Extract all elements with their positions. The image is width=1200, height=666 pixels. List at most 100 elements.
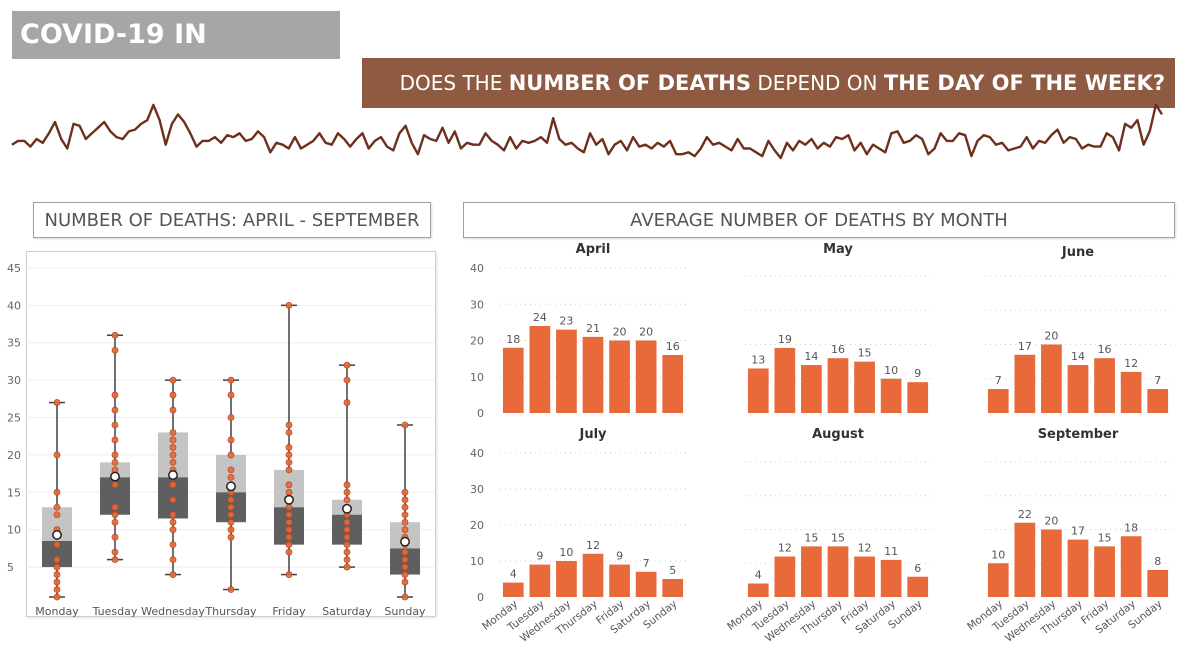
bar-value-label: 10 [884, 364, 898, 377]
boxplot-data-point [285, 429, 293, 436]
boxplot-data-point [111, 511, 119, 519]
boxplot-data-point [169, 481, 177, 489]
boxplot-data-point [227, 451, 235, 459]
boxplot-category-label: Wednesday [141, 605, 205, 618]
bar-value-label: 20 [1044, 515, 1058, 528]
boxplot-ytick-label: 30 [7, 374, 21, 387]
boxplot-data-point [227, 376, 235, 384]
boxplot-data-point [111, 533, 119, 541]
boxplot-data-point [53, 593, 61, 601]
boxplot-data-point [401, 496, 409, 504]
bar-value-label: 13 [751, 353, 765, 366]
boxplot-mean-marker [284, 494, 294, 505]
boxplot-data-point [227, 466, 235, 474]
boxplot-data-point [111, 436, 119, 444]
bar-value-label: 16 [831, 343, 845, 356]
boxplot-data-point [401, 526, 409, 534]
bar-ytick-label: 20 [470, 519, 484, 532]
boxplot-data-point [169, 444, 177, 451]
boxplot-mean-marker [168, 470, 178, 481]
bar-value-label: 5 [669, 564, 676, 577]
bar-ytick-label: 20 [470, 335, 484, 348]
boxplot-data-point [285, 466, 293, 474]
bar [747, 583, 769, 597]
bar [1120, 536, 1142, 597]
boxplot-data-point [285, 301, 293, 309]
bar-chart-title: May [823, 242, 853, 257]
bar [1067, 365, 1089, 413]
boxplot-data-point [169, 391, 177, 399]
boxplot-data-point [401, 578, 409, 586]
bar [1120, 371, 1142, 413]
bar-chart-title: August [812, 427, 864, 442]
bar-value-label: 12 [778, 542, 792, 555]
boxplot-data-point [169, 518, 177, 526]
boxplot-data-point [343, 399, 351, 406]
bar-ytick-label: 40 [470, 262, 484, 275]
boxplot-data-point [227, 586, 235, 593]
bar-ytick-label: 0 [477, 591, 484, 604]
bar-value-label: 17 [1071, 525, 1085, 538]
bar [854, 361, 875, 413]
bar-value-label: 16 [666, 340, 680, 353]
boxplot-mean-marker [52, 529, 62, 540]
bar-value-label: 9 [914, 367, 921, 380]
bar-value-label: 7 [995, 374, 1002, 387]
bar-ytick-label: 30 [470, 298, 484, 311]
bar-value-label: 20 [613, 326, 627, 339]
boxplot-data-point [53, 563, 61, 571]
bar-value-label: 16 [1098, 343, 1112, 356]
bar [1147, 389, 1169, 413]
bar-chart-title: June [1061, 245, 1094, 260]
boxplot-data-point [111, 481, 119, 489]
bar [774, 556, 796, 597]
bar [502, 582, 524, 597]
boxplot-data-point [111, 458, 119, 466]
boxplot-data-point [227, 518, 235, 526]
boxplot-data-point [169, 541, 177, 549]
boxplot-category-label: Saturday [322, 605, 372, 618]
boxplot-ytick-label: 35 [7, 337, 21, 350]
bar-ytick-label: 0 [477, 407, 484, 420]
bar-ytick-label: 10 [470, 555, 484, 568]
bar [907, 382, 929, 413]
bar [907, 576, 929, 597]
boxplot-data-point [227, 511, 235, 519]
bar-value-label: 7 [1154, 374, 1161, 387]
boxplot-data-point [169, 436, 177, 444]
boxplot-data-point [343, 518, 351, 526]
boxplot-data-point [111, 548, 119, 556]
question-part-2: DEPEND ON [751, 71, 884, 95]
bar-value-label: 9 [536, 550, 543, 563]
boxplot-data-point [285, 541, 293, 549]
bar [1041, 344, 1062, 413]
boxplot-data-point [285, 548, 293, 556]
bar [880, 378, 902, 413]
bar-value-label: 10 [559, 546, 573, 559]
boxplot-mean-marker [400, 536, 410, 547]
bar-value-label: 14 [1071, 350, 1085, 363]
boxplot-data-point [53, 511, 61, 519]
boxplot-category-label: Friday [272, 605, 306, 618]
boxplot-data-point [343, 361, 351, 369]
boxplot-data-point [169, 526, 177, 534]
bar [582, 336, 604, 413]
boxplot-ytick-label: 15 [7, 486, 21, 499]
bar [529, 564, 551, 597]
boxplot-category-label: Monday [35, 605, 79, 618]
boxplot-data-point [285, 421, 293, 429]
page-title: COVID-19 IN POLAND [12, 11, 340, 98]
boxplot-data-point [111, 503, 119, 511]
bar [987, 389, 1009, 413]
bar [1014, 354, 1036, 413]
bar-chart-title: July [578, 427, 607, 442]
boxplot-data-point [169, 451, 177, 459]
deaths-trend-line [11, 103, 1164, 160]
boxplot-data-point [111, 556, 119, 564]
boxplot-data-point [285, 518, 293, 526]
bar-value-label: 19 [778, 333, 792, 346]
bar-value-label: 18 [1124, 521, 1138, 534]
bar [635, 340, 657, 413]
boxplot-data-point [111, 331, 119, 339]
